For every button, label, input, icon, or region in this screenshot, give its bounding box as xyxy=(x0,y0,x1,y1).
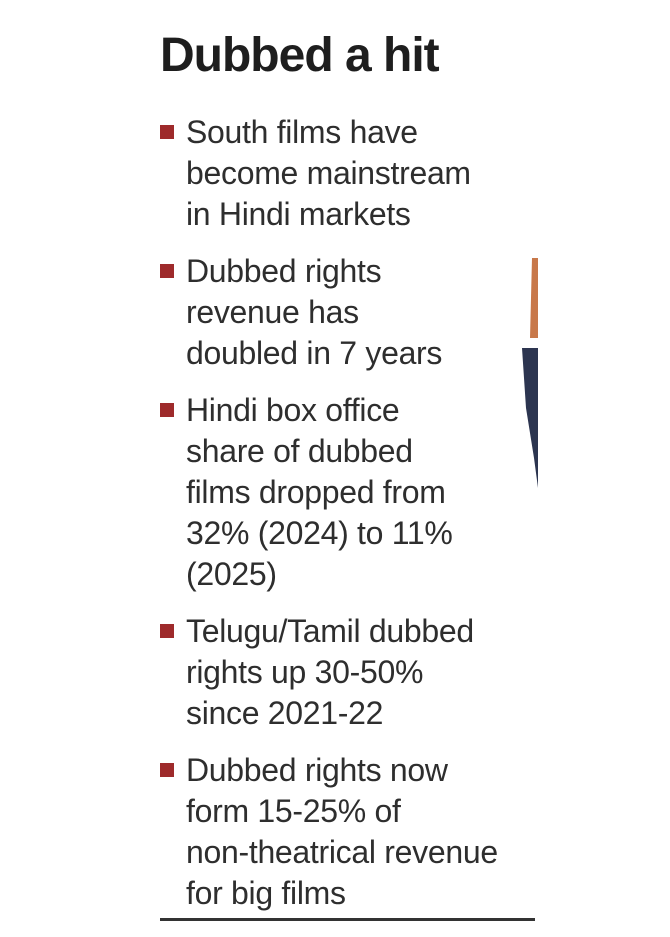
bullet-item: South films have become mainstream in Hi… xyxy=(160,112,540,235)
bullet-text: Dubbed rights revenue has doubled in 7 y… xyxy=(186,253,443,371)
bullet-item: Telugu/Tamil dubbed rights up 30-50% sin… xyxy=(160,611,540,734)
photo-edge xyxy=(522,258,538,488)
bullet-text: Dubbed rights now form 15-25% of non-the… xyxy=(186,752,498,911)
square-bullet-icon xyxy=(160,125,174,139)
infobox-title: Dubbed a hit xyxy=(160,29,440,82)
square-bullet-icon xyxy=(160,264,174,278)
bullet-item: Dubbed rights revenue has doubled in 7 y… xyxy=(160,251,540,374)
bullet-list: South films have become mainstream in Hi… xyxy=(160,112,540,930)
square-bullet-icon xyxy=(160,403,174,417)
bullet-item: Dubbed rights now form 15-25% of non-the… xyxy=(160,750,540,914)
bottom-rule xyxy=(160,918,535,921)
square-bullet-icon xyxy=(160,624,174,638)
square-bullet-icon xyxy=(160,763,174,777)
bullet-text: South films have become mainstream in Hi… xyxy=(186,114,471,232)
bullet-text: Hindi box office share of dubbed films d… xyxy=(186,392,453,592)
bullet-text: Telugu/Tamil dubbed rights up 30-50% sin… xyxy=(186,613,474,731)
bullet-item: Hindi box office share of dubbed films d… xyxy=(160,390,540,595)
